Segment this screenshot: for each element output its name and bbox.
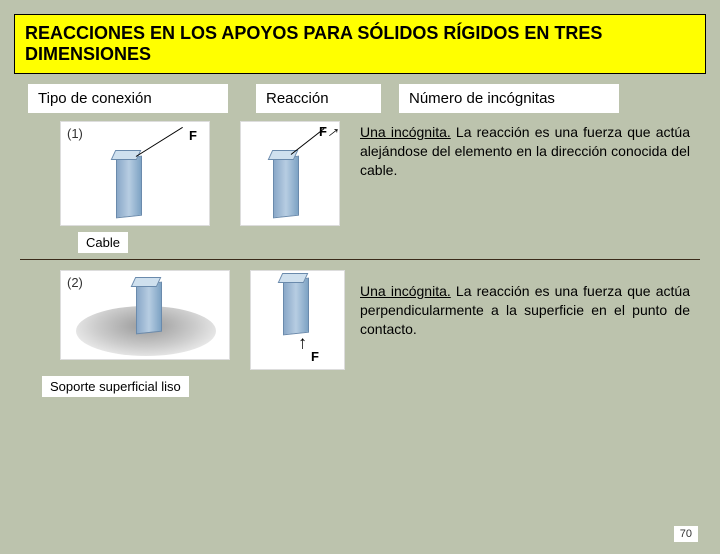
description-surface: Una incógnita. La reacción es una fuerza… [360,282,690,339]
caption-surface: Soporte superficial liso [42,376,189,397]
row-cable: (1) F → F Una incógnita. La reacción es … [0,121,720,253]
header-unknowns: Número de incógnitas [399,84,619,113]
row-smooth-surface: (2) → F Una incógnita. La reacción es un… [0,270,720,397]
force-label: F [189,128,197,143]
arrow-icon: → [290,335,311,353]
slide-title: REACCIONES EN LOS APOYOS PARA SÓLIDOS RÍ… [25,23,695,65]
force-label: F [311,349,319,364]
desc-lead: Una incógnita. [360,124,451,140]
header-reaction: Reacción [256,84,381,113]
header-connection-type: Tipo de conexión [28,84,228,113]
force-label: F [319,124,327,139]
diagram-number: (2) [67,275,83,290]
description-cable: Una incógnita. La reacción es una fuerza… [360,123,690,180]
desc-lead: Una incógnita. [360,283,451,299]
caption-cable: Cable [78,232,128,253]
row-divider [20,259,700,260]
diagram-cable-reaction: → F [240,121,340,226]
diagram-surface-connection: (2) [60,270,230,360]
slide-title-box: REACCIONES EN LOS APOYOS PARA SÓLIDOS RÍ… [14,14,706,74]
diagram-surface-reaction: → F [250,270,345,370]
diagram-cable-connection: (1) F [60,121,210,226]
column-headers: Tipo de conexión Reacción Número de incó… [14,84,706,113]
diagram-number: (1) [67,126,83,141]
